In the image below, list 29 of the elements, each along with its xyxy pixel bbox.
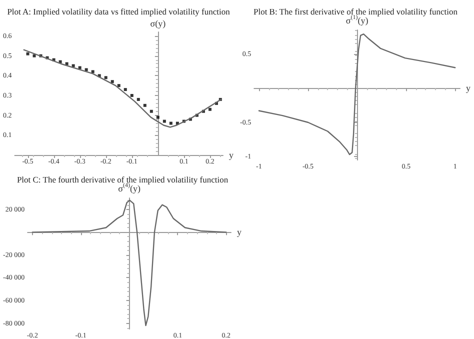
point [104, 76, 108, 80]
point [32, 54, 36, 58]
point [156, 116, 160, 119]
point [208, 108, 212, 111]
point [130, 94, 134, 97]
point [124, 88, 127, 92]
x-axis-title: y [229, 150, 234, 160]
line-series [23, 49, 222, 128]
point [84, 68, 88, 72]
point [91, 70, 94, 74]
x-axis-title: y [466, 83, 471, 94]
line-series [258, 34, 456, 156]
point [110, 80, 114, 84]
point [169, 122, 172, 125]
x-axis-title: y [237, 227, 242, 238]
point [143, 104, 146, 107]
point [150, 110, 153, 113]
point [26, 52, 30, 56]
point [117, 84, 120, 88]
chart-title: Plot C: The fourth derivative of the implied volatility function [16, 174, 229, 184]
point [72, 64, 75, 68]
point [65, 62, 68, 66]
point [136, 98, 140, 101]
chart-title: Plot B: The first derivative of the implied volatility function [253, 6, 458, 16]
line-series [32, 200, 227, 326]
y-axis-title: σ(y) [150, 18, 166, 28]
point [162, 120, 166, 123]
chart-title: Plot A: Implied volatility data vs fitted implied volatility function [7, 6, 231, 16]
point [78, 66, 82, 70]
